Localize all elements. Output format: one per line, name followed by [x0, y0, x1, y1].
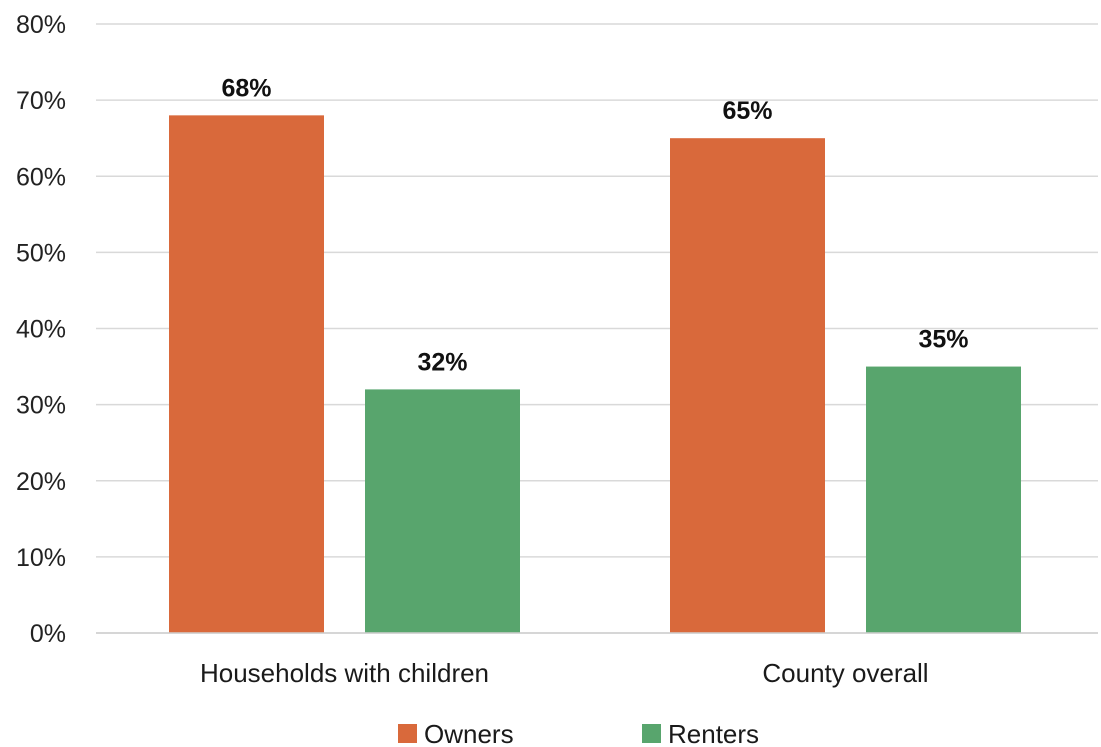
x-category-label-1: County overall: [762, 658, 928, 688]
data-label-renters-1: 35%: [918, 326, 968, 354]
legend-item-owners: Owners: [398, 719, 514, 747]
x-category-label-0: Households with children: [200, 658, 489, 688]
y-axis: 0% 10% 20% 30% 40% 50% 60% 70% 80%: [16, 11, 66, 648]
y-tick-label-60: 60%: [16, 163, 66, 191]
y-tick-label-80: 80%: [16, 11, 66, 39]
y-tick-label-40: 40%: [16, 316, 66, 344]
data-label-renters-0: 32%: [417, 348, 467, 376]
legend-swatch-renters: [642, 724, 661, 743]
bars: [169, 115, 1021, 634]
legend: Owners Renters: [398, 719, 759, 747]
data-labels: 68% 32% 65% 35%: [221, 74, 968, 376]
y-tick-label-10: 10%: [16, 544, 66, 572]
bar-owners-0: [169, 115, 324, 634]
legend-label-owners: Owners: [424, 719, 514, 747]
bar-renters-0: [365, 389, 520, 633]
y-tick-label-0: 0%: [30, 620, 66, 648]
data-label-owners-1: 65%: [722, 97, 772, 125]
legend-swatch-owners: [398, 724, 417, 743]
legend-item-renters: Renters: [642, 719, 759, 747]
bar-owners-1: [670, 138, 825, 633]
data-label-owners-0: 68%: [221, 74, 271, 102]
x-axis: Households with children County overall: [96, 632, 1098, 688]
y-tick-label-30: 30%: [16, 392, 66, 420]
y-tick-label-50: 50%: [16, 239, 66, 267]
legend-label-renters: Renters: [668, 719, 759, 747]
y-tick-label-70: 70%: [16, 87, 66, 115]
y-tick-label-20: 20%: [16, 468, 66, 496]
bar-renters-1: [866, 366, 1021, 633]
